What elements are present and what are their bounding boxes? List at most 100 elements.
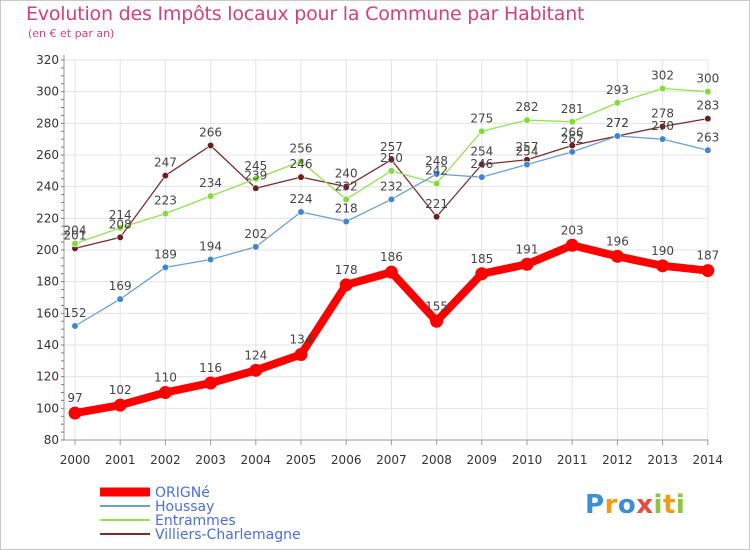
data-point <box>297 157 305 165</box>
data-point <box>116 233 124 241</box>
data-point <box>478 127 486 135</box>
legend: ORIGNéHoussayEntrammesVilliers-Charlemag… <box>100 485 301 543</box>
x-tick-label: 2008 <box>421 453 452 467</box>
data-label: 266 <box>199 126 222 140</box>
data-label: 102 <box>109 383 132 397</box>
x-tick-label: 2002 <box>150 453 181 467</box>
logo-letter: i <box>675 490 686 520</box>
data-point <box>207 192 215 200</box>
data-label: 218 <box>335 202 358 216</box>
data-label: 178 <box>335 263 358 277</box>
data-point <box>207 255 215 264</box>
logo-letter: t <box>662 490 676 520</box>
data-point <box>656 259 670 273</box>
data-point <box>704 88 712 96</box>
data-point <box>658 84 667 93</box>
data-label: 203 <box>561 223 584 237</box>
data-label: 239 <box>244 168 267 182</box>
data-point <box>475 267 489 281</box>
data-point <box>523 160 531 169</box>
data-label: 240 <box>335 167 358 181</box>
x-tick-label: 2006 <box>331 453 362 467</box>
data-label: 110 <box>154 371 177 385</box>
data-label: 223 <box>154 194 177 208</box>
data-point <box>613 99 622 107</box>
data-point <box>387 156 396 164</box>
x-tick-label: 2013 <box>647 453 678 467</box>
data-point <box>704 114 712 123</box>
data-point <box>520 257 534 271</box>
data-label: 208 <box>109 217 132 231</box>
data-label: 116 <box>199 361 222 375</box>
chart-subtitle: (en € et par an) <box>28 27 115 40</box>
data-point <box>71 322 79 330</box>
data-point <box>207 141 215 150</box>
y-tick-label: 240 <box>36 180 59 194</box>
data-point <box>68 406 82 420</box>
y-tick-label: 220 <box>36 211 59 225</box>
data-label: 190 <box>651 244 674 258</box>
data-label: 272 <box>606 116 629 130</box>
data-point <box>704 146 712 154</box>
data-point <box>568 118 576 126</box>
data-label: 224 <box>290 192 313 206</box>
data-label: 256 <box>290 141 313 155</box>
legend-label: ORIGNé <box>155 485 210 501</box>
data-point <box>158 386 172 399</box>
data-label: 124 <box>244 348 267 362</box>
data-point <box>252 175 260 183</box>
x-tick-label: 2004 <box>241 453 272 467</box>
data-point <box>387 167 396 175</box>
data-point <box>613 132 622 140</box>
legend-label: Entrammes <box>155 513 236 529</box>
y-tick-label: 80 <box>44 433 59 447</box>
data-label: 278 <box>651 107 674 121</box>
data-label: 234 <box>199 176 222 190</box>
data-point <box>478 160 486 169</box>
data-label: 246 <box>470 157 493 171</box>
x-tick-label: 2007 <box>376 453 407 467</box>
y-tick-label: 260 <box>36 148 59 162</box>
data-label: 196 <box>606 234 629 248</box>
data-point <box>658 135 667 143</box>
x-tick-label: 2010 <box>512 453 543 467</box>
data-label: 221 <box>425 197 448 211</box>
logo-letter: r <box>604 490 618 520</box>
data-label: 232 <box>335 179 358 193</box>
series-lines <box>68 84 715 420</box>
data-point <box>342 195 350 203</box>
axes: 80 100 120 140 160 180 200 220 240 260 280 300 320 20… <box>36 53 723 467</box>
data-point <box>433 213 441 221</box>
chart-title: Evolution des Impôts locaux pour la Comm… <box>26 3 585 25</box>
data-label: 186 <box>380 250 403 264</box>
x-tick-label: 2009 <box>467 453 498 467</box>
x-tick-label: 2003 <box>195 453 226 467</box>
data-point <box>433 179 441 188</box>
data-label: 232 <box>380 179 403 193</box>
data-point <box>387 195 396 203</box>
data-point <box>116 224 124 232</box>
data-point <box>342 183 350 191</box>
x-tick-label: 2000 <box>60 453 91 467</box>
y-tick-label: 320 <box>36 53 59 67</box>
legend-label: Houssay <box>155 499 214 515</box>
data-point <box>161 263 169 272</box>
data-label: 134 <box>290 333 313 347</box>
data-point <box>565 238 579 252</box>
data-point <box>610 249 624 263</box>
y-tick-label: 100 <box>36 401 59 415</box>
data-label: 250 <box>380 151 403 165</box>
data-point <box>297 173 305 181</box>
data-label: 245 <box>244 159 267 173</box>
data-point <box>161 209 169 218</box>
data-label: 300 <box>696 72 719 86</box>
data-point <box>430 314 444 328</box>
data-label: 194 <box>199 240 222 254</box>
data-label: 248 <box>425 154 448 168</box>
x-tick-label: 2014 <box>693 453 724 467</box>
data-label: 97 <box>67 391 82 405</box>
data-label: 169 <box>109 279 132 293</box>
data-point <box>701 264 715 278</box>
data-point <box>658 122 667 131</box>
data-point <box>116 295 124 303</box>
